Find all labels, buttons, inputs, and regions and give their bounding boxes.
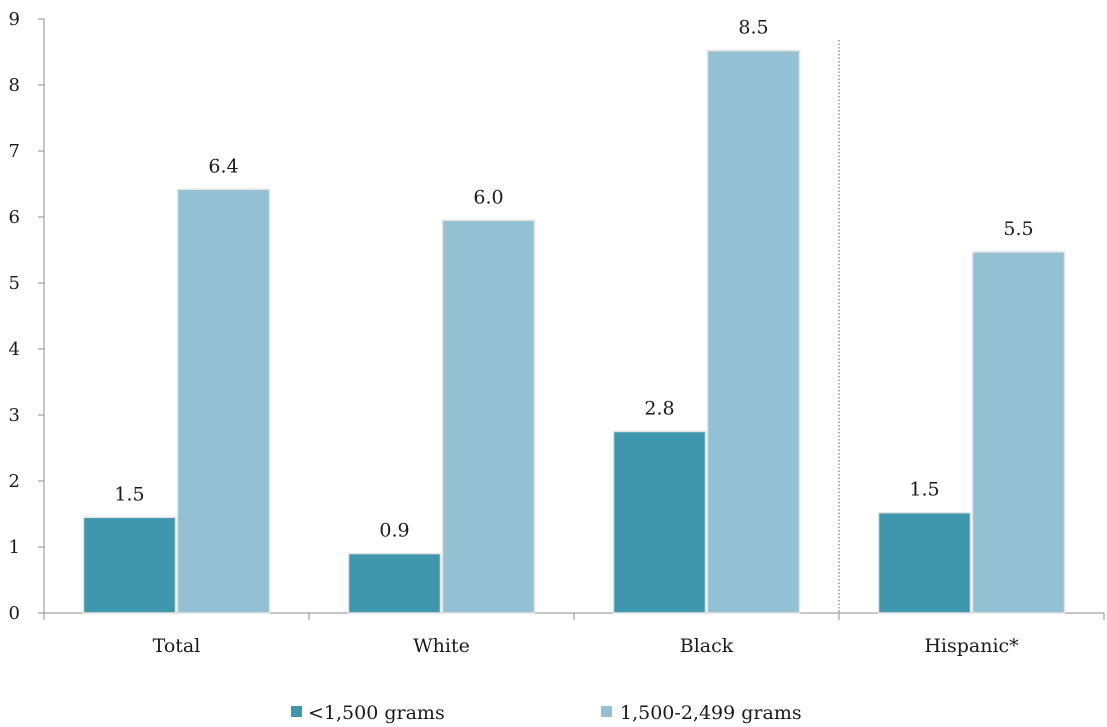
y-tick-label: 7	[9, 141, 20, 162]
category-label: Total	[153, 635, 201, 657]
y-tick-label: 2	[9, 471, 20, 492]
data-label: 8.5	[738, 17, 768, 39]
y-tick-label: 1	[9, 537, 20, 558]
bar-1500-2499-hispanic	[971, 251, 1066, 614]
data-label: 1.5	[909, 479, 939, 501]
data-label: 5.5	[1003, 218, 1033, 240]
y-tick-label: 0	[9, 603, 20, 624]
bar-under-1500-white	[347, 552, 442, 614]
legend-swatch	[291, 706, 302, 717]
data-labels: 1.5 6.4 0.9 6.0 2.8 8.5 1.5 5.5	[114, 17, 1033, 542]
legend: <1,500 grams 1,500-2,499 grams	[291, 702, 802, 724]
y-tick-label: 3	[9, 405, 20, 426]
bar-1500-2499-white	[441, 219, 536, 614]
bar-under-1500-hispanic	[877, 511, 972, 614]
data-label: 1.5	[114, 483, 144, 505]
data-label: 6.4	[208, 155, 238, 177]
y-tick-label: 4	[9, 339, 20, 360]
bar-1500-2499-black	[706, 49, 801, 614]
legend-label: 1,500-2,499 grams	[620, 702, 802, 724]
legend-swatch	[601, 706, 612, 717]
y-tick-label: 9	[9, 9, 20, 30]
category-labels: Total White Black Hispanic*	[153, 635, 1020, 657]
y-tick-label: 5	[9, 273, 20, 294]
category-label: Hispanic*	[924, 635, 1019, 657]
bars	[82, 49, 1066, 614]
legend-label: <1,500 grams	[308, 702, 445, 724]
y-tick-label: 8	[9, 75, 20, 96]
bar-1500-2499-total	[176, 188, 271, 614]
y-tick-label: 6	[9, 207, 20, 228]
data-label: 2.8	[644, 398, 674, 420]
data-label: 0.9	[379, 520, 409, 542]
data-label: 6.0	[473, 186, 503, 208]
legend-item: 1,500-2,499 grams	[601, 702, 802, 724]
category-label: White	[413, 635, 470, 657]
legend-item: <1,500 grams	[291, 702, 445, 724]
bar-under-1500-total	[82, 516, 177, 614]
category-label: Black	[680, 635, 734, 657]
bar-under-1500-black	[612, 430, 707, 614]
